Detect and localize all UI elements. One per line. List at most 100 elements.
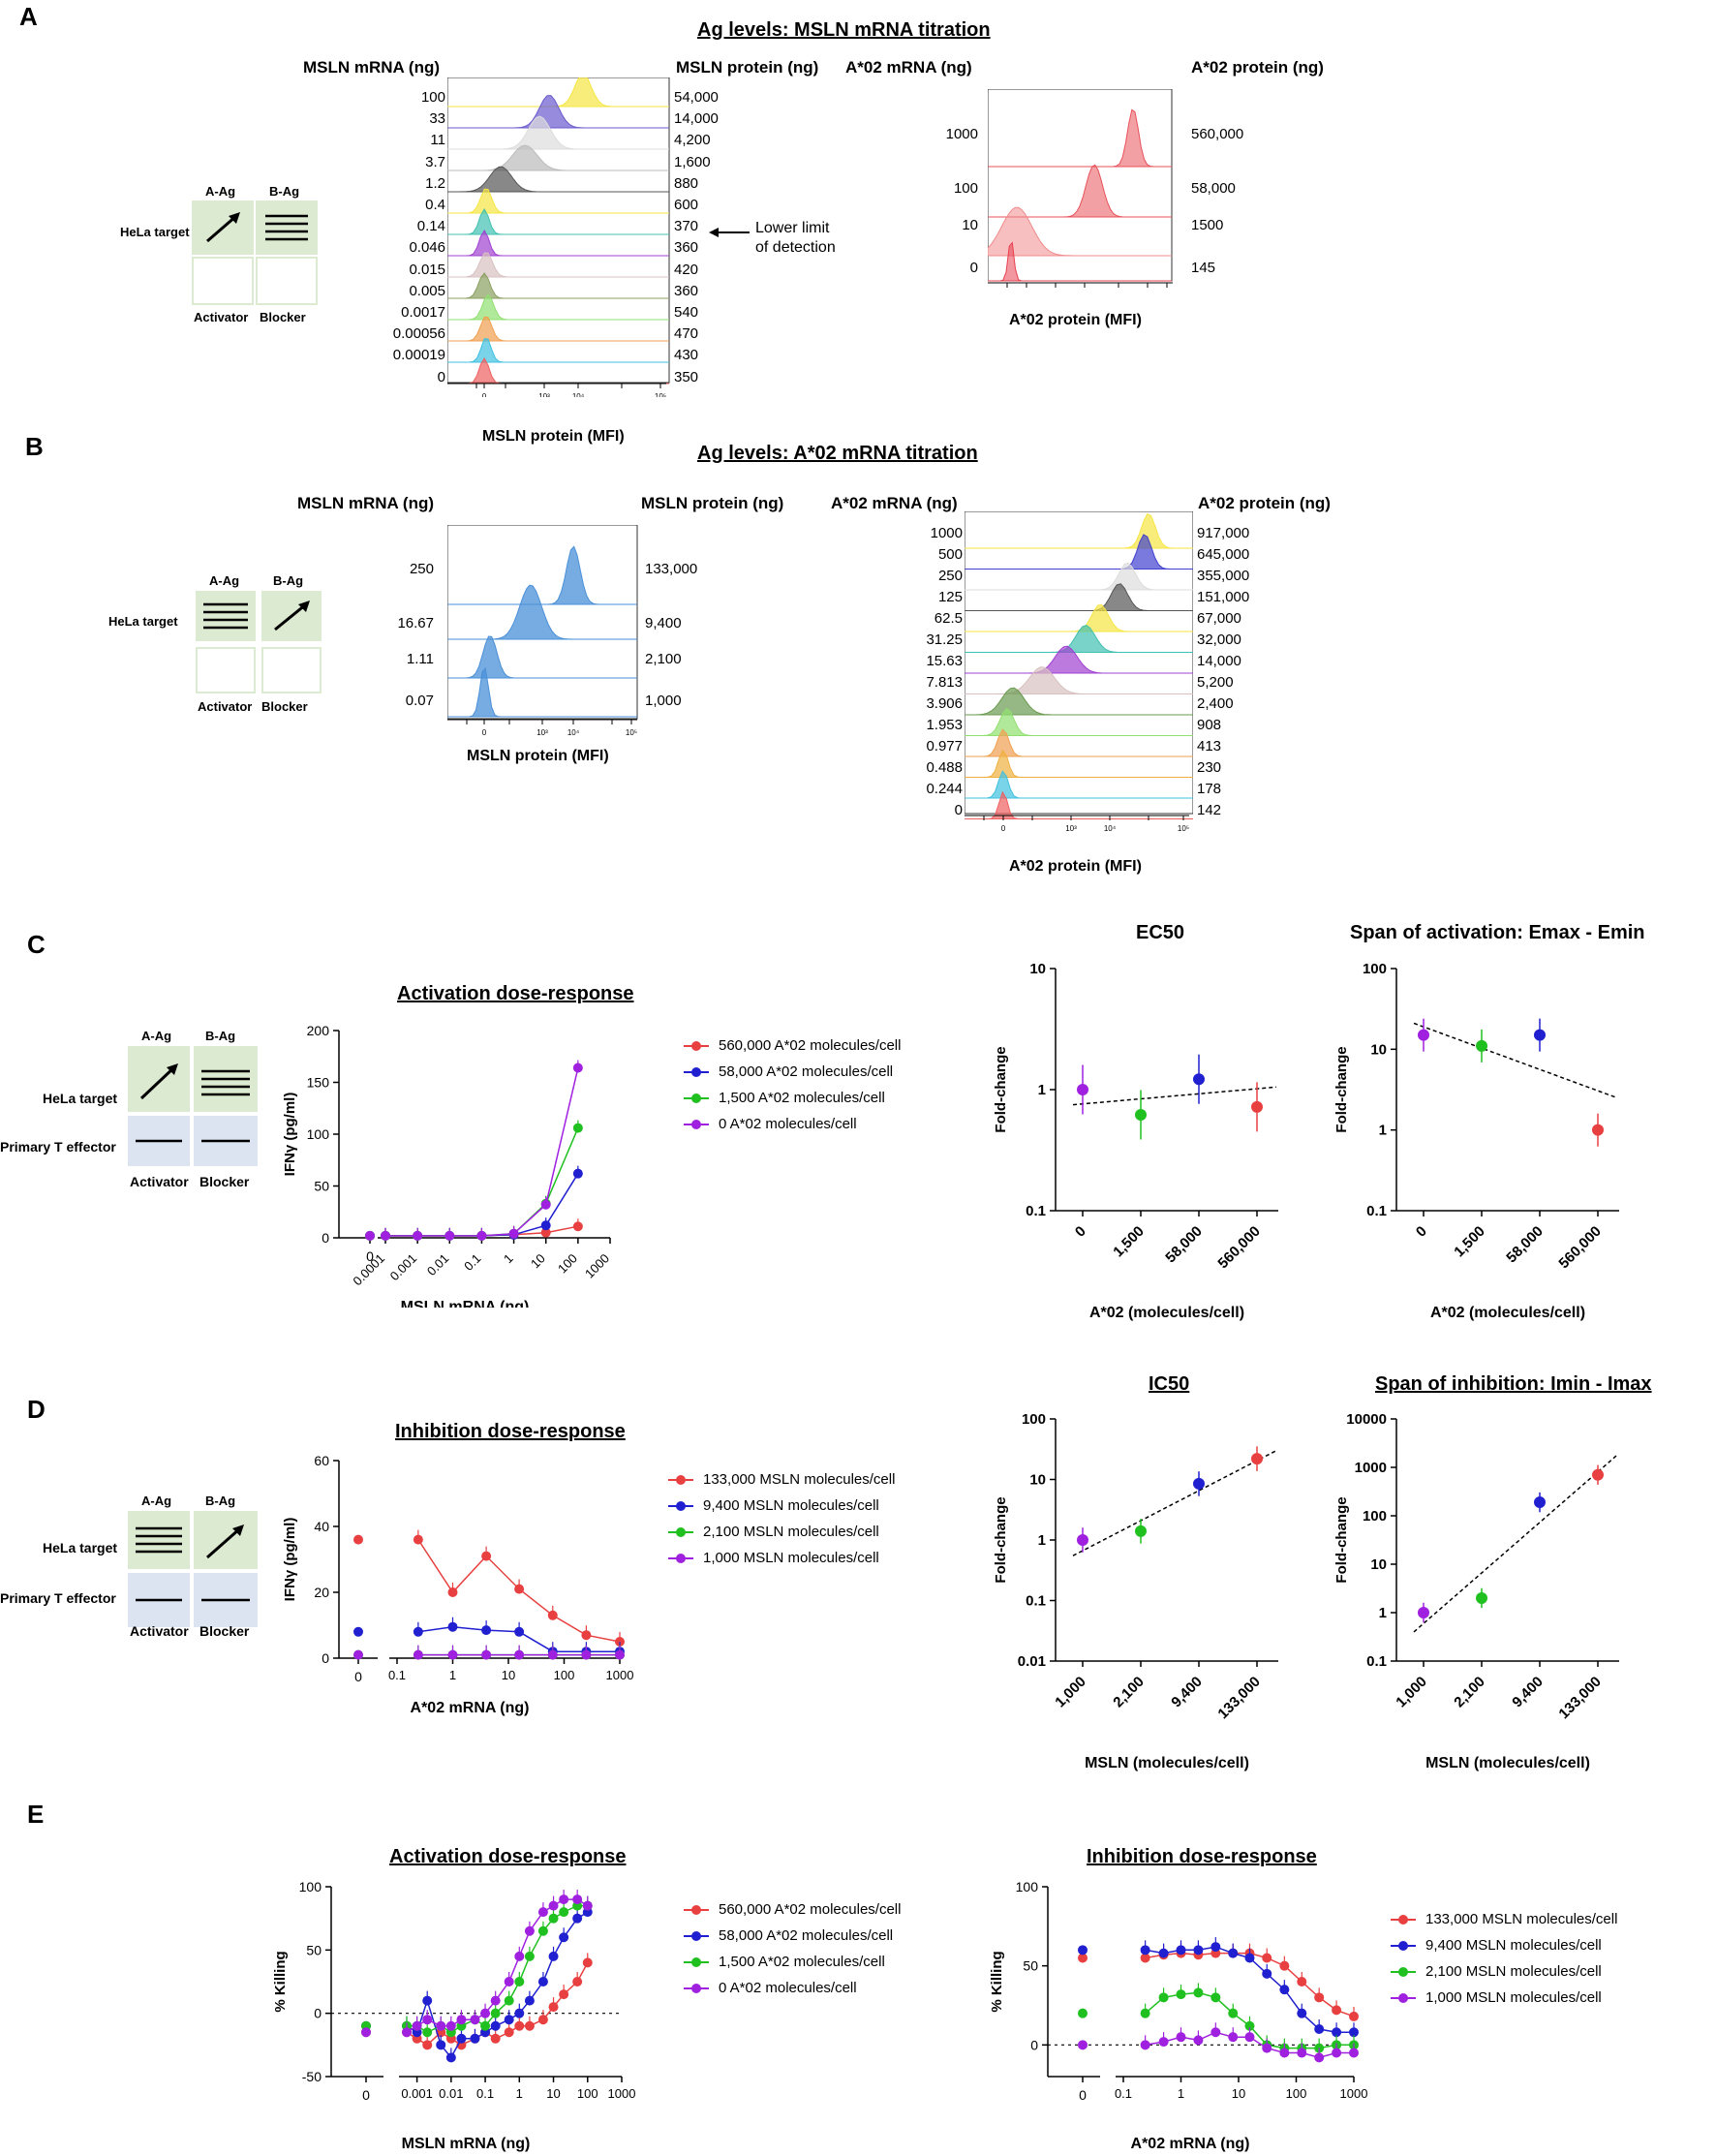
row-label: 0 [437, 368, 445, 385]
data-point [1314, 2024, 1325, 2034]
a-right-histogram: 0 10³ 10⁴ 10⁵ [988, 89, 1173, 293]
data-point [514, 1977, 525, 1987]
data-point [1314, 2052, 1325, 2063]
data-point [490, 1995, 501, 2006]
data-point [524, 1925, 535, 1936]
x-tick-label: 0.1 [461, 1251, 483, 1274]
x-axis-label: MSLN (molecules/cell) [1085, 1755, 1249, 1771]
legend-item: 58,000 A*02 molecules/cell [684, 1923, 901, 1949]
x-tick-label: 0.1 [388, 1668, 406, 1682]
schematic-a-activator-label: Activator [194, 310, 249, 324]
row-label: 0.00056 [392, 325, 445, 343]
data-point [422, 2040, 433, 2050]
row-label: 0.244 [926, 781, 963, 797]
data-point [413, 1626, 423, 1637]
row-label: 1,600 [674, 153, 711, 170]
legend-item: 133,000 MSLN molecules/cell [1391, 1906, 1617, 1932]
x-tick-label: 0 [1001, 824, 1006, 831]
bars-icon [265, 214, 308, 241]
d-legend: 133,000 MSLN molecules/cell 9,400 MSLN mo… [668, 1466, 895, 1571]
trend-line [1413, 1022, 1618, 1099]
zero-dose-point [353, 1649, 363, 1660]
row-label: 4,200 [674, 132, 711, 149]
data-point [572, 1063, 583, 1073]
data-point [456, 2015, 467, 2025]
legend-label: 1,500 A*02 molecules/cell [719, 1090, 885, 1106]
data-point [559, 1989, 569, 2000]
y-tick-label: 100 [1363, 1508, 1387, 1525]
legend-swatch [668, 1553, 693, 1563]
legend-item: 9,400 MSLN molecules/cell [668, 1493, 895, 1519]
panel-label-d: D [27, 1395, 46, 1424]
data-point [1297, 2048, 1307, 2058]
data-point [1193, 2035, 1204, 2046]
y-tick-label: 1 [1038, 1532, 1046, 1549]
x-tick-label: 0 [482, 728, 487, 737]
a-left-xlabel: MSLN protein (MFI) [482, 428, 625, 445]
data-point [582, 1900, 593, 1911]
schematic-b-empty-2 [261, 647, 322, 693]
x-axis-label: A*02 (molecules/cell) [1089, 1305, 1244, 1321]
data-point [548, 1900, 559, 1911]
schematic-c-activator-cell [128, 1046, 190, 1112]
lower-limit-annotation: Lower limit of detection [755, 219, 836, 258]
panel-d-title: Inhibition dose-response [395, 1421, 626, 1442]
data-point [504, 2015, 514, 2025]
row-label: 0.977 [926, 738, 963, 755]
data-point [514, 1951, 525, 1961]
data-point [572, 1894, 583, 1905]
y-tick-label: 1 [1379, 1605, 1387, 1621]
data-point [537, 2015, 548, 2025]
row-label: 230 [1197, 759, 1222, 776]
histogram-peak [447, 635, 637, 679]
schematic-a-activator-cell [192, 200, 254, 255]
fit-curve-3 [385, 1067, 579, 1237]
x-axis-label: MSLN mRNA (ng) [401, 1299, 530, 1308]
histogram-peak [447, 115, 669, 150]
x-axis-label: MSLN mRNA (ng) [402, 2136, 531, 2152]
data-point [1349, 2027, 1359, 2038]
row-label: 3.906 [926, 695, 963, 712]
schematic-d-activator-label: Activator [130, 1623, 189, 1639]
row-label: 1000 [930, 525, 963, 541]
panel-label-c: C [27, 930, 46, 959]
data-point [572, 1913, 583, 1924]
data-point [1158, 2037, 1169, 2048]
x-tick-label: 10⁴ [567, 728, 580, 737]
row-label: 1500 [1191, 217, 1224, 233]
data-point [547, 1649, 558, 1660]
row-label: 142 [1197, 802, 1222, 818]
histogram-peak [965, 666, 1193, 694]
legend-item: 2,100 MSLN molecules/cell [1391, 1958, 1617, 1985]
data-point [514, 1649, 525, 1660]
x-tick-label: 10⁵ [626, 728, 637, 737]
y-tick-label: 60 [314, 1453, 329, 1468]
schematic-c-blocker-label: Blocker [199, 1174, 250, 1189]
data-point [1228, 2008, 1239, 2018]
x-axis-label: A*02 mRNA (ng) [411, 1700, 530, 1716]
legend-swatch [668, 1474, 693, 1485]
row-label: 0.005 [409, 282, 445, 299]
data-point [1077, 1084, 1088, 1095]
data-point [1592, 1124, 1604, 1136]
y-tick-label: 150 [307, 1075, 330, 1091]
histogram-peak [447, 207, 669, 235]
row-label: 31.25 [926, 631, 963, 648]
data-point [540, 1220, 551, 1231]
y-axis-label: % Killing [989, 1951, 1005, 2012]
legend-item: 1,000 MSLN molecules/cell [1391, 1985, 1617, 2011]
data-point [481, 1625, 492, 1636]
schematic-d-aag-label: A-Ag [141, 1494, 172, 1508]
data-point [481, 1551, 492, 1561]
data-point [447, 1587, 458, 1597]
row-label: 360 [674, 239, 699, 257]
histogram-peak [988, 108, 1172, 168]
x-tick-label: 133,000 [1555, 1674, 1604, 1722]
row-label: 500 [937, 546, 963, 563]
data-point [1314, 1992, 1325, 2003]
x-tick-label: 2,100 [1110, 1674, 1148, 1711]
x-tick-label: 10⁴ [1113, 292, 1125, 293]
data-point [559, 1894, 569, 1905]
histogram-peak [965, 625, 1193, 653]
